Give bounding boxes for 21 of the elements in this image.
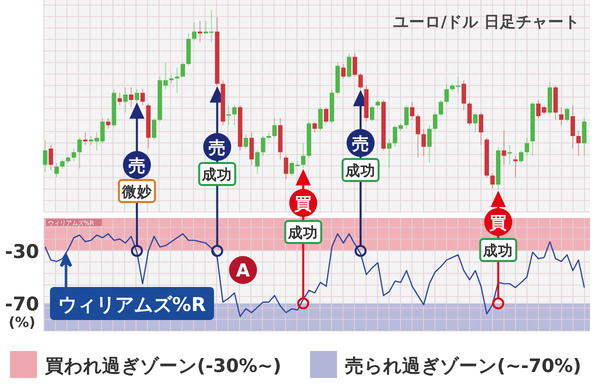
legend-item: 買われ過ぎゾーン(-30%~) [10,351,282,378]
annotation: 成功 [344,162,376,180]
y-axis-title: (%) [8,315,36,331]
text: 買 [294,194,312,214]
chart-title: ユーロ/ドル 日足チャート [392,13,580,31]
annotation: A [236,260,250,282]
annotation: 成功 [482,242,514,260]
annotation: 売 [208,138,226,158]
annotation: ウィリアムズ%R [58,294,206,316]
y-tick-label: -30 [4,240,40,263]
legend-item: 売られ過ぎゾーン(~-70%) [310,351,582,378]
label-box: ウィリアムズ%R [50,252,214,320]
annotation: 売 [352,134,370,154]
legend-label: 買われ過ぎゾーン(-30%~) [44,355,282,377]
annotation: 微妙 [120,184,153,200]
annotation: 成功 [287,224,318,242]
annotation: 買 [488,214,507,234]
annotation: 売 [128,156,146,176]
annotation: 成功 [201,166,232,184]
y-tick-label: -70 [4,293,40,316]
legend-label: 売られ過ぎゾーン(~-70%) [345,355,582,377]
